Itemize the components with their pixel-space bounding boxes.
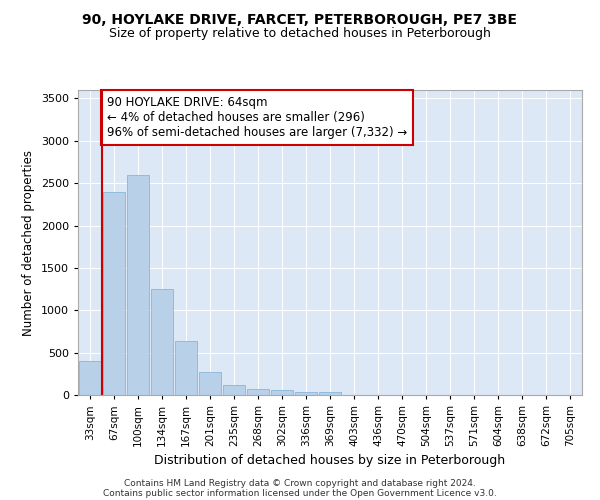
Y-axis label: Number of detached properties: Number of detached properties [22, 150, 35, 336]
Text: 90, HOYLAKE DRIVE, FARCET, PETERBOROUGH, PE7 3BE: 90, HOYLAKE DRIVE, FARCET, PETERBOROUGH,… [83, 12, 517, 26]
Text: 90 HOYLAKE DRIVE: 64sqm
← 4% of detached houses are smaller (296)
96% of semi-de: 90 HOYLAKE DRIVE: 64sqm ← 4% of detached… [107, 96, 407, 139]
Text: Contains public sector information licensed under the Open Government Licence v3: Contains public sector information licen… [103, 488, 497, 498]
Bar [103, 192, 125, 395]
Bar [175, 341, 197, 395]
Bar [319, 392, 341, 395]
Bar [151, 289, 173, 395]
Bar [271, 390, 293, 395]
X-axis label: Distribution of detached houses by size in Peterborough: Distribution of detached houses by size … [154, 454, 506, 468]
Bar [223, 386, 245, 395]
Bar [295, 392, 317, 395]
Bar [79, 361, 101, 395]
Bar [247, 390, 269, 395]
Bar [127, 174, 149, 395]
Text: Contains HM Land Registry data © Crown copyright and database right 2024.: Contains HM Land Registry data © Crown c… [124, 478, 476, 488]
Bar [199, 372, 221, 395]
Text: Size of property relative to detached houses in Peterborough: Size of property relative to detached ho… [109, 28, 491, 40]
